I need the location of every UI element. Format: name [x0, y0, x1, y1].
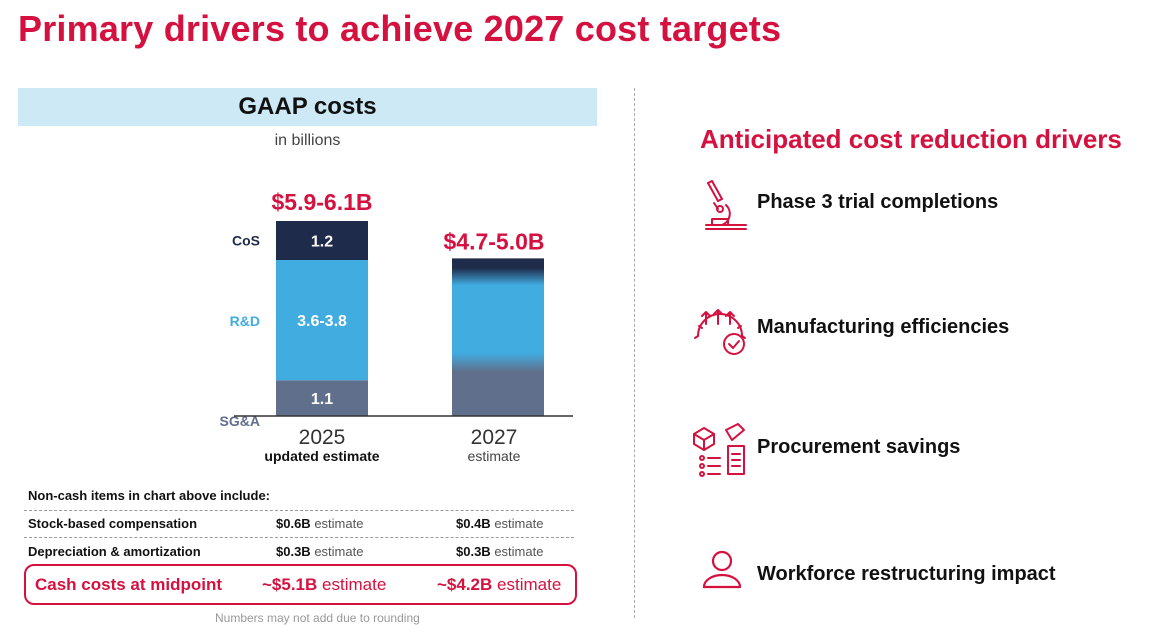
table-row-sbc: Stock-based compensation $0.6B estimate …: [24, 510, 574, 536]
estimate-2027: estimate: [494, 516, 544, 531]
gaap-costs-chart: 1.1 SG&A 3.6-3.8 R&D 1.2 CoS $5.9-6.1B $4.7-5.0…: [220, 189, 573, 464]
row-label: Depreciation & amortization: [28, 544, 201, 559]
series-label-rd: R&D: [230, 313, 260, 329]
estimate-2025: estimate: [314, 544, 364, 559]
cash-costs-label: Cash costs at midpoint: [35, 575, 223, 594]
bar-2025-rd: [276, 260, 368, 381]
value-2027: $0.4B: [456, 516, 491, 531]
tick-sublabel-2025: updated estimate: [264, 448, 379, 464]
units-subtitle: in billions: [274, 132, 341, 149]
microscope-icon: [690, 175, 750, 235]
drivers-title: Anticipated cost reduction drivers: [700, 124, 1122, 154]
panel-divider: [634, 88, 635, 618]
data-label-2025-cos: 1.2: [311, 234, 333, 251]
estimate-2025: estimate: [314, 516, 364, 531]
driver-label: Workforce restructuring impact: [757, 563, 1056, 585]
value-2027: $0.3B: [456, 544, 491, 559]
cash-estimate-2025: estimate: [322, 575, 387, 594]
driver-label: Procurement savings: [757, 436, 961, 458]
data-label-2025-rd: 3.6-3.8: [297, 313, 347, 330]
cash-value-2027: ~$4.2B: [437, 575, 493, 594]
table-divider: [24, 510, 574, 511]
cash-value-2025: ~$5.1B: [262, 575, 318, 594]
person-icon: [690, 547, 750, 607]
table-row-da: Depreciation & amortization $0.3B estima…: [24, 538, 574, 564]
cash-costs-box: Cash costs at midpoint ~$5.1B estimate ~…: [24, 564, 577, 605]
rounding-footnote: Numbers may not add due to rounding: [215, 611, 420, 625]
driver-label: Phase 3 trial completions: [757, 191, 999, 213]
tick-sublabel-2027: estimate: [468, 448, 521, 464]
bar-2027-total: [452, 258, 544, 416]
tick-label-2025: 2025: [299, 426, 346, 449]
gear-check-icon: [690, 300, 750, 360]
row-label: Stock-based compensation: [28, 516, 198, 531]
driver-label: Manufacturing efficiencies: [757, 316, 1010, 338]
series-label-cos: CoS: [232, 233, 260, 249]
total-label-2027: $4.7-5.0B: [443, 228, 544, 254]
data-label-2025-sga: 1.1: [311, 391, 333, 408]
page-title: Primary drivers to achieve 2027 cost tar…: [18, 8, 782, 49]
estimate-2027: estimate: [494, 544, 544, 559]
value-2025: $0.3B: [276, 544, 311, 559]
driver-item-workforce: Workforce restructuring impact: [690, 547, 1160, 607]
noncash-header: Non-cash items in chart above include:: [28, 488, 270, 503]
bar-2025-cos: [276, 221, 368, 260]
bar-2025-sga: [276, 380, 368, 416]
value-2025: $0.6B: [276, 516, 311, 531]
cash-estimate-2027: estimate: [497, 575, 562, 594]
total-label-2025: $5.9-6.1B: [271, 189, 372, 215]
driver-item-phase3: Phase 3 trial completions: [690, 175, 1160, 235]
procurement-icon: [690, 420, 750, 480]
driver-item-procurement: Procurement savings: [690, 420, 1160, 480]
table-divider: [24, 537, 574, 538]
gaap-costs-banner: GAAP costs: [18, 88, 597, 126]
driver-item-manufacturing: Manufacturing efficiencies: [690, 300, 1160, 360]
series-label-sga: SG&A: [220, 413, 260, 429]
tick-label-2027: 2027: [471, 426, 518, 449]
